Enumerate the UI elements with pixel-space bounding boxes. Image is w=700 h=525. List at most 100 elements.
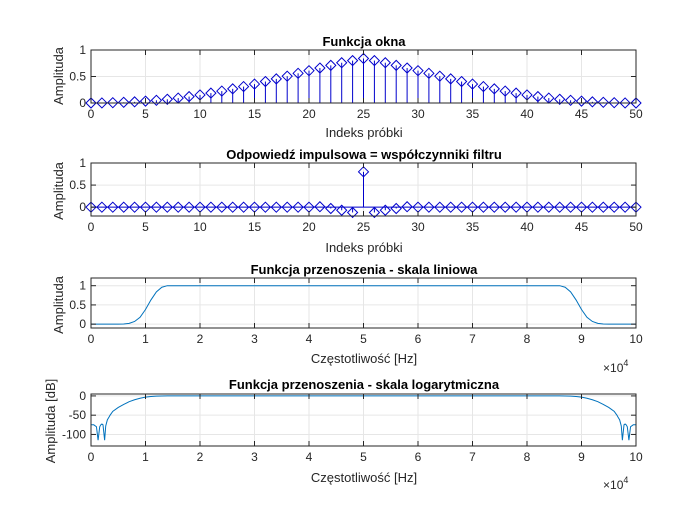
subplot-4-x-exponent: ×104 [603,475,628,492]
stem-marker [216,85,228,97]
subplot-impulse-response: Odpowiedź impulsowa = współczynniki filt… [51,147,643,255]
stem-marker [412,64,424,77]
x-tick-label: 40 [520,107,534,121]
x-tick-label: 10 [629,332,643,346]
stem-marker [346,54,359,67]
x-tick-label: 40 [520,220,534,234]
stem-marker [226,201,239,213]
x-tick-label: 7 [469,332,476,346]
subplot-4-plot-area: 0 1 2 3 4 5 6 7 8 9 10 -100 -50 0 [62,389,643,464]
x-tick-label: 4 [306,332,313,346]
stem-marker [630,97,642,109]
stem-marker [510,87,522,99]
stem-marker [172,201,184,213]
stem-marker [226,83,239,95]
subplot-3-title: Funkcja przenoszenia - skala liniowa [251,262,479,277]
stem-marker [379,204,392,216]
stem-marker [510,201,522,213]
stem-marker [401,62,413,74]
subplot-transfer-log: Funkcja przenoszenia - skala logarytmicz… [43,377,643,492]
stem-marker [597,96,610,109]
stem-marker [281,201,293,213]
stem-marker [390,59,402,72]
x-tick-label: 20 [302,107,316,121]
stem-marker [532,201,544,213]
stem-marker [161,201,174,213]
x-tick-label: 50 [629,220,643,234]
x-tick-label: 8 [524,332,531,346]
stem-marker [357,52,370,65]
x-tick-label: 10 [629,450,643,464]
stem-marker [150,94,163,107]
subplot-2-ylabel: Amplituda [51,161,66,220]
x-tick-label: 10 [193,220,207,234]
stem-marker [390,202,402,215]
stem-marker [586,96,599,108]
stem-marker [128,201,141,213]
x-tick-label: 3 [251,332,258,346]
stem-marker [96,201,108,213]
subplot-3-xlabel: Częstotliwość [Hz] [311,351,417,366]
x-tick-label: 1 [142,450,149,464]
stem-marker [532,90,544,103]
y-tick-label: -100 [62,427,86,441]
stem-marker [488,83,501,95]
stem-marker [434,70,446,82]
stem-marker [205,87,217,99]
subplot-3-plot-area: 0 1 2 3 4 5 6 7 8 9 10 0 0.5 1 [69,277,643,346]
stem-marker [96,97,108,109]
x-tick-label: 35 [466,220,480,234]
stem-marker [423,67,435,80]
stem-marker [259,201,272,213]
stem-marker [379,57,392,69]
stem-marker [85,97,97,109]
stem-marker [107,96,119,109]
stem-marker [259,75,272,88]
stem-marker [292,67,304,80]
y-tick-label: -50 [69,408,87,422]
stem-marker [368,54,381,67]
stem-marker [434,201,446,213]
x-tick-label: 15 [248,107,262,121]
stem-marker [499,85,511,97]
subplot-4-title: Funkcja przenoszenia - skala logarytmicz… [229,377,500,392]
x-tick-label: 2 [197,332,204,346]
y-tick-label: 0.5 [69,178,86,192]
x-tick-label: 30 [411,220,425,234]
stem-marker [423,201,435,213]
stem-marker [488,201,501,213]
y-tick-label: 0.5 [69,298,86,312]
subplot-1-plot-area: 0 5 10 15 20 25 30 35 40 45 50 0 0.5 1 [69,43,643,121]
y-tick-label: 1 [79,43,86,57]
subplot-transfer-linear: Funkcja przenoszenia - skala liniowa Czę… [51,262,643,375]
stem-marker [292,201,304,213]
x-tick-label: 0 [88,332,95,346]
subplot-1-title: Funkcja okna [322,34,406,49]
stem-marker [325,59,337,72]
subplot-3-x-exponent: ×104 [603,358,628,375]
x-tick-label: 25 [357,220,371,234]
stem-marker [335,204,348,216]
stem-marker [608,96,620,109]
x-tick-label: 30 [411,107,425,121]
x-tick-label: 10 [193,107,207,121]
y-tick-label: 0 [79,389,86,403]
stem-marker [586,201,599,213]
y-tick-label: 0.5 [69,70,86,84]
stem-marker [619,97,631,109]
stem-marker [564,94,577,107]
x-tick-label: 25 [357,107,371,121]
stem-marker [281,70,293,82]
subplot-3-ylabel: Amplituda [51,275,66,334]
x-tick-label: 6 [415,450,422,464]
stem-marker [248,78,261,90]
subplot-1-xlabel: Indeks próbki [325,125,402,140]
stem-marker [216,201,228,213]
x-tick-label: 0 [88,107,95,121]
x-tick-label: 5 [142,107,149,121]
stem-marker [325,202,337,215]
stem-marker [183,90,195,103]
x-tick-label: 8 [524,450,531,464]
stem-marker [139,95,152,107]
